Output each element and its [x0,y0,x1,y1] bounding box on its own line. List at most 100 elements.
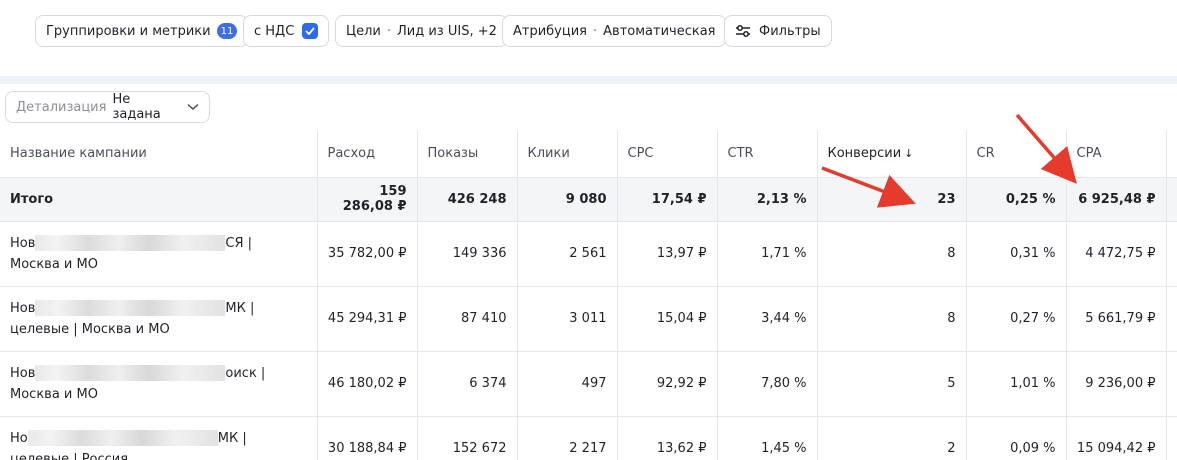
sort-desc-icon: ↓ [904,147,914,161]
cell-impressions: 6 374 [417,351,518,417]
cell-cr: 0,09 % [966,416,1067,460]
total-cpc: 17,54 ₽ [617,177,718,222]
overflow-cell [1166,286,1177,352]
campaign-name-line2: Москва и МО [10,256,98,272]
top-toolbar: Группировки и метрики 11 с НДС Цели · Ли… [0,0,1177,76]
total-ctr: 2,13 % [717,177,818,222]
cell-cpa: 9 236,00 ₽ [1066,351,1167,417]
table-row[interactable]: Нов оиск | Москва и МО 46 180,02 ₽ 6 374 4… [0,351,1177,417]
groupings-metrics-button[interactable]: Группировки и метрики 11 [35,15,249,47]
cell-clicks: 2 561 [517,221,618,287]
cell-cr: 0,31 % [966,221,1067,287]
cell-cpc: 13,97 ₽ [617,221,718,287]
section-divider [0,76,1177,84]
attribution-value: Автоматическая [603,23,716,39]
goals-button[interactable]: Цели · Лид из UIS, +2 [335,15,508,47]
total-cr: 0,25 % [966,177,1067,222]
cell-cpc: 92,92 ₽ [617,351,718,417]
redacted-text [35,300,226,316]
filters-button[interactable]: Фильтры [724,15,832,47]
filters-label: Фильтры [759,23,821,39]
total-label: Итого [0,177,318,222]
goals-separator: · [386,23,391,39]
cell-ctr: 1,71 % [717,221,818,287]
col-header-campaign-name[interactable]: Название кампании [0,131,318,178]
cell-clicks: 497 [517,351,618,417]
col-header-conversions[interactable]: Конверсии ↓ [817,131,967,178]
table-header-row: Название кампании Расход Показы Клики CP… [0,131,1177,178]
detail-value: Не задана [112,92,161,122]
cell-cpa: 4 472,75 ₽ [1066,221,1167,287]
total-row: Итого 159 286,08 ₽ 426 248 9 080 17,54 ₽… [0,177,1177,222]
cell-conversions: 8 [817,286,967,352]
redacted-text [35,365,226,381]
detail-select[interactable]: Детализация Не задана [5,91,210,123]
col-header-impressions[interactable]: Показы [417,131,518,178]
cell-clicks: 2 217 [517,416,618,460]
overflow-cell [1166,221,1177,287]
overflow-cell [1166,416,1177,460]
campaign-name-line2: целевые | Россия [10,451,129,460]
goals-value: Лид из UIS, +2 [397,23,497,39]
cell-cpc: 15,04 ₽ [617,286,718,352]
col-header-clicks[interactable]: Клики [517,131,618,178]
groupings-label: Группировки и метрики [46,23,211,39]
cell-spend: 35 782,00 ₽ [317,221,418,287]
campaign-name-cell[interactable]: Нов МК | целевые | Москва и МО [0,286,318,352]
campaign-name-start: Но [10,430,28,446]
total-impressions: 426 248 [417,177,518,222]
campaign-name-start: Нов [10,235,36,251]
campaign-name-end: оиск | [225,365,266,381]
cell-spend: 45 294,31 ₽ [317,286,418,352]
col-header-cpa[interactable]: CPA [1066,131,1167,178]
cell-spend: 30 188,84 ₽ [317,416,418,460]
campaign-name-start: Нов [10,365,36,381]
campaign-name-cell[interactable]: Нов СЯ | Москва и МО [0,221,318,287]
chevron-down-icon [187,100,199,115]
col-header-spend[interactable]: Расход [317,131,418,178]
cell-conversions: 8 [817,221,967,287]
vat-label: с НДС [254,23,295,39]
cell-impressions: 152 672 [417,416,518,460]
conversions-header-label: Конверсии [827,146,902,162]
attribution-button[interactable]: Атрибуция · Автоматическая [502,15,727,47]
cell-clicks: 3 011 [517,286,618,352]
campaign-name-end: МК | [217,430,247,446]
redacted-text [27,430,218,446]
campaign-name-line2: целевые | Москва и МО [10,321,170,337]
cell-conversions: 2 [817,416,967,460]
attribution-separator: · [593,23,598,39]
redacted-text [35,235,226,251]
col-header-ctr[interactable]: CTR [717,131,818,178]
campaign-name-end: СЯ | [225,235,253,251]
table-row[interactable]: Нов СЯ | Москва и МО 35 782,00 ₽ 149 336 2… [0,221,1177,287]
total-conversions: 23 [817,177,967,222]
table-row[interactable]: Нов МК | целевые | Москва и МО 45 294,31 ₽… [0,286,1177,352]
cell-cpa: 5 661,79 ₽ [1066,286,1167,352]
filters-icon [735,24,751,38]
detail-label: Детализация [16,99,107,115]
campaign-name-start: Нов [10,300,36,316]
cell-impressions: 87 410 [417,286,518,352]
vat-toggle[interactable]: с НДС [243,15,330,47]
total-spend: 159 286,08 ₽ [317,177,418,222]
cell-ctr: 7,80 % [717,351,818,417]
campaign-stats-table: Название кампании Расход Показы Клики CP… [0,131,1177,460]
cell-ctr: 1,45 % [717,416,818,460]
cell-ctr: 3,44 % [717,286,818,352]
overflow-cell [1166,351,1177,417]
campaign-name-line2: Москва и МО [10,386,98,402]
table-row[interactable]: Но МК | целевые | Россия 30 188,84 ₽ 152 6… [0,416,1177,460]
col-header-cr[interactable]: CR [966,131,1067,178]
col-header-cpc[interactable]: CPC [617,131,718,178]
cell-impressions: 149 336 [417,221,518,287]
total-overflow-cell [1166,177,1177,222]
groupings-count-badge: 11 [216,23,238,39]
vat-checkbox-icon[interactable] [302,23,319,39]
cell-cr: 1,01 % [966,351,1067,417]
attribution-label: Атрибуция [513,23,587,39]
total-clicks: 9 080 [517,177,618,222]
cell-cr: 0,27 % [966,286,1067,352]
campaign-name-cell[interactable]: Но МК | целевые | Россия [0,416,318,460]
campaign-name-cell[interactable]: Нов оиск | Москва и МО [0,351,318,417]
